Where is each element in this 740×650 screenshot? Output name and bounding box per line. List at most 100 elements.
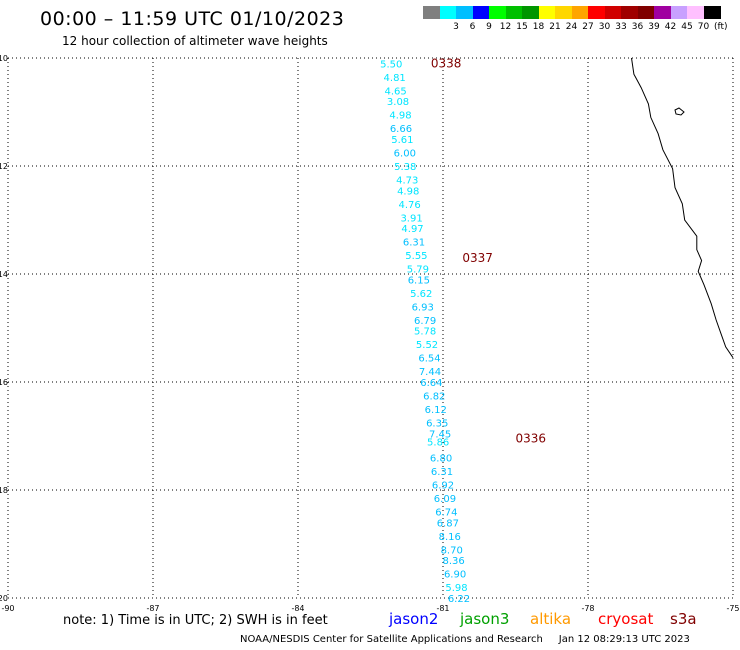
pass-time-label: 0336 (516, 432, 547, 446)
units-note: note: 1) Time is in UTC; 2) SWH is in fe… (63, 613, 328, 628)
longitude-tick-label: -75 (726, 604, 739, 613)
coastline-path (631, 57, 734, 358)
wave-height-label: 6.31 (431, 467, 453, 478)
legend-label: 6 (469, 22, 476, 32)
legend-swatch (555, 6, 572, 19)
legend-swatch (654, 6, 671, 19)
legend-label: 70 (697, 22, 710, 32)
satellite-name: s3a (670, 610, 697, 628)
legend-label: 45 (681, 22, 693, 32)
longitude-tick-label: -78 (581, 604, 594, 613)
wave-height-label: 6.92 (432, 481, 454, 492)
wave-height-label: 4.98 (397, 186, 419, 197)
wave-height-label: 6.74 (435, 508, 457, 519)
legend-label: 21 (549, 22, 561, 32)
wave-height-label: 5.86 (427, 437, 449, 448)
wave-height-label: 7.45 (429, 429, 451, 440)
latitude-tick-label: -12 (0, 162, 8, 171)
satellite-name: cryosat (598, 610, 654, 628)
wave-height-label: 6.66 (390, 124, 412, 135)
legend-swatch (588, 6, 605, 19)
legend-label: 33 (615, 22, 627, 32)
longitude-tick-label: -84 (291, 604, 304, 613)
wave-height-label: 3.08 (387, 97, 409, 108)
wave-height-label: 7.44 (419, 367, 441, 378)
legend-swatch (489, 6, 506, 19)
wave-height-label: 5.52 (416, 340, 438, 351)
wave-height-label: 5.61 (391, 135, 413, 146)
credit-line: NOAA/NESDIS Center for Satellite Applica… (240, 634, 690, 645)
wave-height-label: 6.22 (448, 594, 470, 605)
wave-height-label: 5.78 (414, 327, 436, 338)
latitude-tick-label: -14 (0, 270, 8, 279)
longitude-tick-label: -87 (146, 604, 159, 613)
legend-swatch (637, 6, 655, 19)
wave-height-label: 6.82 (423, 392, 445, 403)
legend-label: 24 (565, 22, 578, 32)
wave-height-label: 4.65 (385, 86, 407, 97)
legend-swatch (621, 6, 638, 19)
latitude-tick-label: -20 (0, 594, 8, 603)
wave-height-label: 6.93 (412, 302, 434, 313)
legend-unit: (ft) (714, 22, 728, 32)
wave-height-label: 6.80 (430, 454, 452, 465)
wave-height-label: 6.54 (418, 354, 440, 365)
map-subtitle: 12 hour collection of altimeter wave hei… (62, 34, 328, 48)
pass-time-label: 0337 (462, 251, 493, 265)
legend-swatch (439, 6, 457, 19)
wave-height-label: 6.09 (434, 494, 456, 505)
latitude-tick-label: -10 (0, 54, 8, 63)
coastline (631, 57, 734, 358)
wave-height-label: 5.98 (445, 583, 467, 594)
legend-swatch (423, 6, 440, 19)
latitude-tick-label: -16 (0, 378, 8, 387)
altimeter-track: 5.50 4.81 4.653.08 4.98 6.665.61 6.00 5.38 4.73… (380, 56, 546, 605)
legend-label: 15 (516, 22, 528, 32)
legend-label: 12 (499, 22, 512, 32)
legend-swatch (604, 6, 622, 19)
legend-swatch (472, 6, 490, 19)
legend-label: 36 (631, 22, 644, 32)
wave-height-label: 6.64 (420, 378, 442, 389)
satellite-name: jason2 (389, 610, 439, 628)
wave-height-label: 8.70 (441, 545, 463, 556)
legend-swatch (571, 6, 589, 19)
wave-height-label: 6.35 (426, 419, 448, 430)
wave-height-label: 4.98 (389, 111, 411, 122)
pass-time-label: 0338 (431, 56, 462, 70)
legend-label: 42 (664, 22, 677, 32)
longitude-tick-label: -90 (1, 604, 14, 613)
wave-height-label: 6.31 (403, 238, 425, 249)
wave-height-label: 4.81 (384, 73, 406, 84)
wave-height-label: 4.76 (399, 200, 421, 211)
longitude-tick-label: -81 (436, 604, 449, 613)
legend-label: 18 (532, 22, 545, 32)
legend-label: 30 (598, 22, 611, 32)
wave-height-label: 5.38 (394, 162, 416, 173)
wave-height-label: 8.16 (439, 532, 461, 543)
legend-swatch (703, 6, 721, 19)
wave-height-label: 6.12 (425, 405, 447, 416)
satellite-name: jason3 (460, 610, 510, 628)
legend-swatch (522, 6, 539, 19)
legend-label: 39 (648, 22, 660, 32)
legend-label: 9 (486, 22, 492, 32)
legend-swatch (538, 6, 556, 19)
island-outline (674, 107, 685, 116)
map-title: 00:00 – 11:59 UTC 01/10/2023 (40, 8, 345, 30)
lat-lon-grid (7, 57, 734, 599)
axis-tick-labels: -90 -87 -84 -81 -78 -75 -10 -12 -14 -16 -18 -20 (0, 54, 740, 613)
legend-swatch (687, 6, 704, 19)
wave-height-label: 4.97 (401, 224, 423, 235)
latitude-tick-label: -18 (0, 486, 8, 495)
wave-height-label: 5.79 (407, 265, 429, 276)
wave-height-label: 5.50 (380, 59, 402, 70)
credit-text: NOAA/NESDIS Center for Satellite Applica… (240, 634, 543, 645)
wave-height-label: 5.55 (405, 251, 427, 262)
satellite-name: altika (530, 610, 572, 628)
wave-height-label: 6.90 (444, 570, 466, 581)
wave-height-label: 8.36 (443, 556, 465, 567)
wave-height-label: 6.79 (414, 316, 436, 327)
wave-height-label: 6.00 (394, 149, 416, 160)
